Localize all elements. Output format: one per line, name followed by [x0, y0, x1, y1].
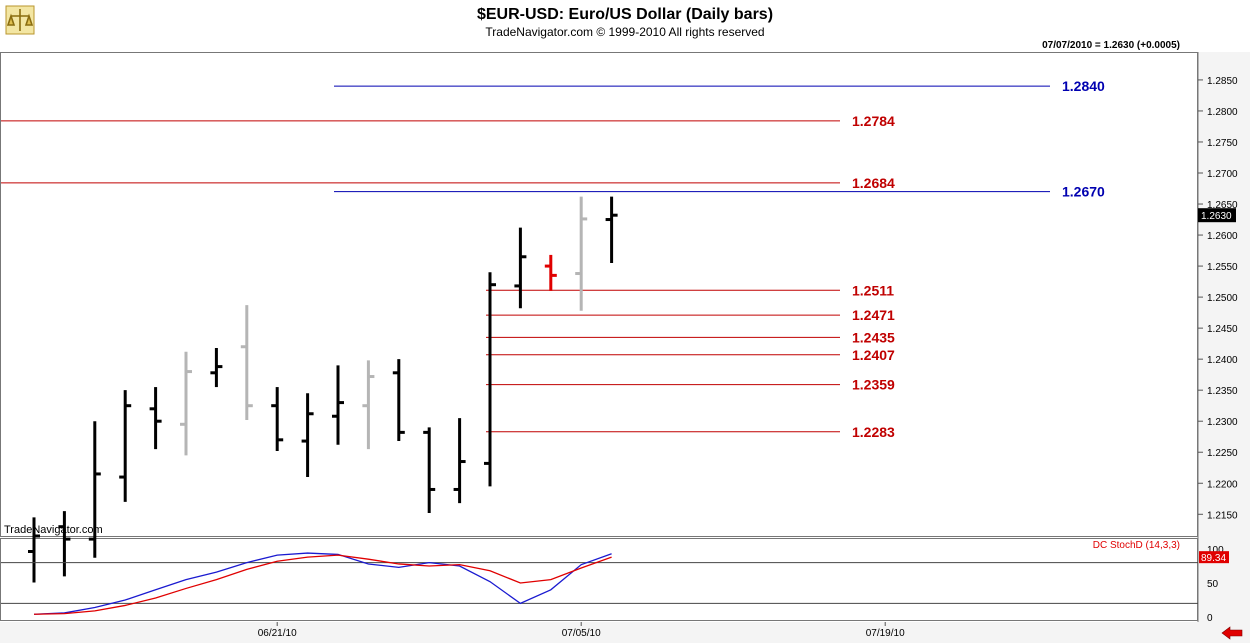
- level-label: 1.2840: [1062, 78, 1105, 94]
- ohlc-bar[interactable]: [484, 272, 496, 487]
- price-ticks: 1.2850 1.2800 1.2750 1.2700 1.2650 1.2600 1.25…: [1198, 76, 1238, 521]
- ohlc-bar[interactable]: [362, 360, 375, 450]
- indicator-value-tag: [1199, 551, 1229, 564]
- stoch-line-d[interactable]: [33, 554, 612, 615]
- ohlc-bar[interactable]: [575, 196, 588, 311]
- level-label: 1.2684: [852, 175, 895, 191]
- date-tick-label: 07/05/10: [562, 628, 601, 639]
- level-label: 1.2670: [1062, 184, 1105, 200]
- price-tick-label: 1.2650: [1207, 200, 1238, 211]
- ohlc-bar[interactable]: [332, 365, 344, 445]
- ohlc-bar[interactable]: [28, 517, 40, 583]
- price-tick-label: 1.2850: [1207, 76, 1238, 87]
- ohlc-bar[interactable]: [453, 418, 466, 504]
- chart-title: $EUR-USD: Euro/US Dollar (Daily bars): [477, 6, 773, 23]
- indicator-title: DC StochD (14,3,3): [1093, 540, 1180, 551]
- indicator-tick-label: 100: [1207, 545, 1224, 556]
- ohlc-bar[interactable]: [301, 393, 314, 478]
- price-tick-label: 1.2250: [1207, 448, 1238, 459]
- level-lines: 1.2840 1.2784 1.2684 1.2670 1.2511 1.2471 1.24…: [1, 78, 1105, 440]
- ohlc-bar[interactable]: [423, 427, 436, 514]
- price-tick-label: 1.2300: [1207, 417, 1238, 428]
- price-tick-label: 1.2150: [1207, 510, 1238, 521]
- price-tick-label: 1.2800: [1207, 107, 1238, 118]
- price-tick-label: 1.2200: [1207, 479, 1238, 490]
- ohlc-bar[interactable]: [240, 305, 253, 420]
- price-tick-label: 1.2700: [1207, 169, 1238, 180]
- ohlc-bar[interactable]: [58, 511, 71, 577]
- price-bars: [28, 196, 618, 583]
- price-tick-label: 1.2450: [1207, 324, 1238, 335]
- ohlc-bar[interactable]: [119, 390, 132, 502]
- price-tick-label: 1.2350: [1207, 386, 1238, 397]
- level-label: 1.2511: [852, 282, 894, 298]
- date-ticks: 06/21/10 07/05/10 07/19/10: [258, 622, 905, 639]
- copyright-subtitle: TradeNavigator.com © 1999-2010 All right…: [485, 25, 764, 39]
- logo-icon[interactable]: [5, 5, 35, 35]
- price-tick-label: 1.2550: [1207, 262, 1238, 273]
- indicator-value-label: 89.34: [1201, 553, 1226, 564]
- ohlc-bar[interactable]: [392, 359, 405, 442]
- level-label: 1.2407: [852, 347, 895, 363]
- level-label: 1.2435: [852, 329, 895, 345]
- price-tick-label: 1.2750: [1207, 138, 1238, 149]
- indicator-tick-label: 50: [1207, 579, 1219, 590]
- scroll-left-icon[interactable]: [1216, 625, 1246, 641]
- ohlc-bar[interactable]: [180, 351, 192, 456]
- indicator-tick-label: 0: [1207, 613, 1213, 624]
- watermark: TradeNavigator.com: [4, 524, 103, 536]
- level-label: 1.2283: [852, 424, 895, 440]
- ohlc-bar[interactable]: [210, 347, 223, 388]
- ohlc-bar[interactable]: [514, 227, 527, 309]
- price-panel[interactable]: [0, 52, 1198, 537]
- price-axis[interactable]: [1198, 52, 1250, 622]
- stochastic-plot: 100 50 0: [1, 545, 1224, 624]
- ohlc-bar[interactable]: [271, 387, 284, 451]
- level-label: 1.2784: [852, 113, 895, 129]
- level-label: 1.2471: [852, 307, 895, 323]
- ohlc-bar[interactable]: [88, 421, 101, 558]
- date-axis[interactable]: [0, 622, 1250, 643]
- date-tick-label: 06/21/10: [258, 628, 297, 639]
- status-readout: 07/07/2010 = 1.2630 (+0.0005): [1042, 40, 1180, 51]
- stochastic-panel[interactable]: [0, 538, 1198, 621]
- last-price-label: 1.2630: [1201, 211, 1232, 222]
- stoch-line-k[interactable]: [33, 552, 612, 615]
- price-tick-label: 1.2500: [1207, 293, 1238, 304]
- price-tick-label: 1.2400: [1207, 355, 1238, 366]
- last-price-tag: [1198, 208, 1236, 223]
- date-tick-label: 07/19/10: [866, 628, 905, 639]
- price-tick-label: 1.2600: [1207, 231, 1238, 242]
- level-label: 1.2359: [852, 377, 895, 393]
- ohlc-bar[interactable]: [544, 254, 557, 291]
- ohlc-bar[interactable]: [605, 196, 618, 263]
- ohlc-bar[interactable]: [149, 387, 162, 450]
